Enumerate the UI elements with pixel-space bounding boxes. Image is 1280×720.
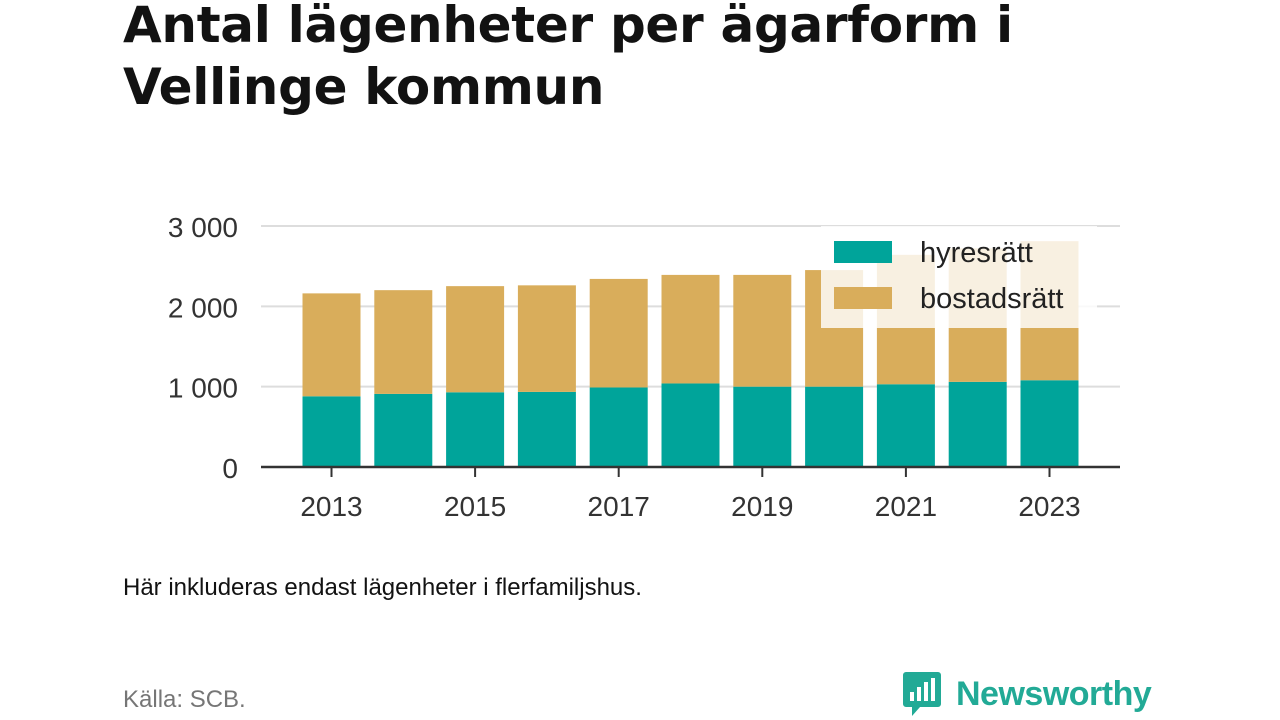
bar-bostadsratt <box>374 290 433 394</box>
x-tick-label: 2021 <box>875 491 937 522</box>
bar-hyresratt <box>805 386 864 467</box>
y-tick-label: 1 000 <box>168 373 238 404</box>
bar-bostadsratt <box>589 278 648 388</box>
bar-bostadsratt <box>517 285 576 392</box>
bar-hyresratt <box>302 396 361 467</box>
bar-bostadsratt <box>302 293 361 397</box>
bar-hyresratt <box>733 386 792 467</box>
x-tick-label: 2013 <box>300 491 362 522</box>
x-tick-label: 2023 <box>1018 491 1080 522</box>
legend-swatch <box>834 287 892 309</box>
bar-hyresratt <box>1020 380 1079 467</box>
brand-logo[interactable]: Newsworthy <box>902 670 1152 718</box>
legend-label: hyresrätt <box>920 237 1033 269</box>
bar-hyresratt <box>374 393 433 467</box>
x-tick-label: 2017 <box>588 491 650 522</box>
bar-bostadsratt <box>733 274 792 387</box>
brand-name: Newsworthy <box>956 674 1152 713</box>
source-text: Källa: SCB. <box>123 686 246 713</box>
x-axis-ticks: 2013 2015 2017 2019 2021 2023 <box>300 467 1081 522</box>
bar-hyresratt <box>661 383 720 467</box>
chart-note: Här inkluderas endast lägenheter i flerf… <box>123 574 642 601</box>
bar-bostadsratt <box>661 274 720 384</box>
bar-bostadsratt <box>446 286 505 393</box>
bar-hyresratt <box>446 392 505 467</box>
page-title: Antal lägenheter per ägarform i Vellinge… <box>123 0 1013 116</box>
y-axis-labels: 0 1 000 2 000 3 000 <box>168 212 238 484</box>
x-tick-label: 2019 <box>731 491 793 522</box>
bar-hyresratt <box>876 384 935 467</box>
bar-hyresratt <box>517 391 576 467</box>
legend-swatch <box>834 241 892 263</box>
x-tick-label: 2015 <box>444 491 506 522</box>
newsworthy-logo-icon <box>903 672 941 716</box>
y-tick-label: 2 000 <box>168 292 238 323</box>
legend: hyresrätt bostadsrätt <box>821 226 1097 328</box>
y-tick-label: 3 000 <box>168 212 238 243</box>
bar-hyresratt <box>589 387 648 467</box>
y-tick-label: 0 <box>222 453 238 484</box>
bar-hyresratt <box>948 381 1007 467</box>
legend-label: bostadsrätt <box>920 283 1063 315</box>
